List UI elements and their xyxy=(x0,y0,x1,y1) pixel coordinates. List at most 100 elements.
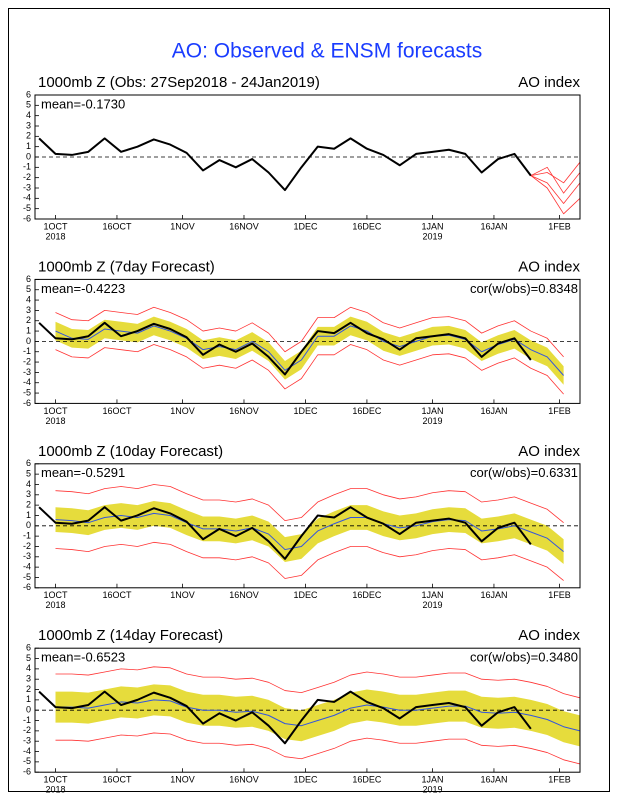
plot xyxy=(35,666,580,765)
x-tick-label: 16OCT xyxy=(102,590,132,600)
mean-annotation: mean=-0.1730 xyxy=(41,96,125,111)
y-tick-label: -3 xyxy=(23,551,31,561)
y-tick-label: -6 xyxy=(23,582,31,592)
x-tick-label: 16NOV xyxy=(229,775,259,785)
y-tick-label: 4 xyxy=(26,294,31,304)
series-line xyxy=(38,506,532,560)
x-tick-label: 16JAN xyxy=(480,221,507,231)
y-tick-label: 3 xyxy=(26,120,31,130)
y-tick-label: 1 xyxy=(26,141,31,151)
x-tick-label: 1NOV xyxy=(170,406,195,416)
y-tick-label: -6 xyxy=(23,767,31,777)
y-tick-label: -4 xyxy=(23,562,31,572)
series-line xyxy=(55,699,580,732)
x-tick-label: 16DEC xyxy=(352,406,382,416)
y-tick-label: 2 xyxy=(26,315,31,325)
x-year-label: 2019 xyxy=(422,600,442,610)
panel-title-right: AO index xyxy=(518,443,580,460)
x-tick-label: 16OCT xyxy=(102,406,132,416)
x-tick-label: 1OCT xyxy=(43,221,68,231)
series-line xyxy=(38,321,532,376)
series-line xyxy=(38,690,532,745)
panel: 1000mb Z (10day Forecast) AO index-6-5-4-… xyxy=(23,443,581,610)
series-line xyxy=(55,306,564,358)
y-tick-label: 2 xyxy=(26,500,31,510)
x-tick-label: 16JAN xyxy=(480,590,507,600)
x-tick-label: 16NOV xyxy=(229,590,259,600)
spread-band xyxy=(55,501,564,565)
panel-title: 1000mb Z (Obs: 27Sep2018 - 24Jan2019) xyxy=(38,74,320,91)
series-line xyxy=(530,175,580,215)
panel-title: 1000mb Z (14day Forecast) xyxy=(38,627,223,644)
y-tick-label: 6 xyxy=(26,274,31,284)
mean-annotation: mean=-0.5291 xyxy=(41,465,125,480)
y-tick-label: 0 xyxy=(26,705,31,715)
x-tick-label: 16NOV xyxy=(229,221,259,231)
y-tick-label: 6 xyxy=(26,643,31,653)
y-tick-label: -5 xyxy=(23,203,31,213)
x-tick-label: 1JAN xyxy=(421,590,443,600)
mean-annotation: mean=-0.6523 xyxy=(41,650,125,665)
y-tick-label: 5 xyxy=(26,100,31,110)
y-tick-label: -2 xyxy=(23,356,31,366)
x-tick-label: 1NOV xyxy=(170,221,195,231)
spread-band xyxy=(55,684,580,747)
y-tick-label: 2 xyxy=(26,684,31,694)
y-tick-label: -3 xyxy=(23,736,31,746)
y-tick-label: 1 xyxy=(26,325,31,335)
x-tick-label: 16JAN xyxy=(480,775,507,785)
correlation-annotation: cor(w/obs)=0.3480 xyxy=(470,650,578,665)
series-line xyxy=(55,325,564,376)
y-tick-label: -2 xyxy=(23,725,31,735)
y-tick-label: 1 xyxy=(26,510,31,520)
series-line xyxy=(55,666,580,699)
y-tick-label: -3 xyxy=(23,182,31,192)
x-tick-label: 16NOV xyxy=(229,406,259,416)
x-tick-label: 1JAN xyxy=(421,775,443,785)
x-tick-label: 16DEC xyxy=(352,775,382,785)
x-tick-label: 1DEC xyxy=(293,590,318,600)
y-tick-label: -4 xyxy=(23,193,31,203)
series-line xyxy=(55,344,564,395)
panel: 1000mb Z (14day Forecast) AO index-6-5-4-… xyxy=(23,627,581,795)
x-tick-label: 1OCT xyxy=(43,590,68,600)
y-tick-label: 0 xyxy=(26,520,31,530)
y-tick-label: 1 xyxy=(26,694,31,704)
mean-annotation: mean=-0.4223 xyxy=(41,281,125,296)
panel-title-right: AO index xyxy=(518,258,580,275)
x-tick-label: 16DEC xyxy=(352,221,382,231)
x-year-label: 2018 xyxy=(45,231,65,241)
y-tick-label: -6 xyxy=(23,213,31,223)
y-tick-label: -4 xyxy=(23,746,31,756)
x-tick-label: 1JAN xyxy=(421,221,443,231)
y-tick-label: -3 xyxy=(23,367,31,377)
x-year-label: 2019 xyxy=(422,785,442,795)
panel-title-right: AO index xyxy=(518,74,580,91)
y-tick-label: 4 xyxy=(26,479,31,489)
series-line xyxy=(530,175,580,204)
series-line xyxy=(55,484,564,524)
x-tick-label: 1DEC xyxy=(293,221,318,231)
y-tick-label: 4 xyxy=(26,110,31,120)
x-tick-label: 1NOV xyxy=(170,775,195,785)
correlation-annotation: cor(w/obs)=0.8348 xyxy=(470,281,578,296)
series-line xyxy=(38,137,532,192)
y-tick-label: -5 xyxy=(23,387,31,397)
y-tick-label: -5 xyxy=(23,756,31,766)
panel: 1000mb Z (7day Forecast) AO index -6-5-4-3… xyxy=(23,258,581,426)
y-tick-label: 6 xyxy=(26,458,31,468)
x-tick-label: 1FEB xyxy=(548,221,571,231)
y-tick-label: 3 xyxy=(26,674,31,684)
y-tick-label: 4 xyxy=(26,663,31,673)
y-tick-label: -1 xyxy=(23,715,31,725)
x-tick-label: 1FEB xyxy=(548,775,571,785)
y-tick-label: 2 xyxy=(26,131,31,141)
y-tick-label: 5 xyxy=(26,653,31,663)
x-tick-label: 16OCT xyxy=(102,775,132,785)
y-tick-label: 0 xyxy=(26,336,31,346)
panel-title-right: AO index xyxy=(518,627,580,644)
x-tick-label: 1FEB xyxy=(548,590,571,600)
y-tick-label: -4 xyxy=(23,377,31,387)
y-tick-label: 3 xyxy=(26,305,31,315)
